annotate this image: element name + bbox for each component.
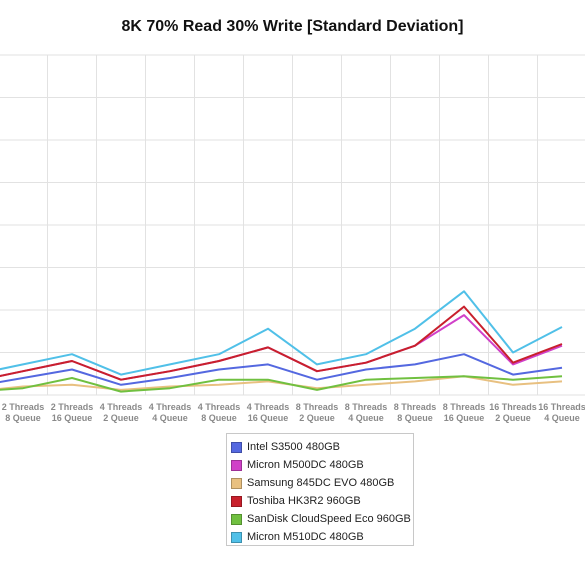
- legend-item: Micron M500DC 480GB: [231, 456, 413, 474]
- legend-item: SanDisk CloudSpeed Eco 960GB: [231, 510, 413, 528]
- legend-label: SanDisk CloudSpeed Eco 960GB: [247, 513, 411, 525]
- legend-swatch: [231, 441, 242, 453]
- series-line-0: [0, 353, 563, 386]
- legend-swatch: [231, 459, 242, 471]
- legend-item: Intel S3500 480GB: [231, 438, 413, 456]
- legend-item: Micron M510DC 480GB: [231, 528, 413, 546]
- x-tick-label: 2 Threads 8 Queue: [2, 402, 45, 423]
- legend-swatch: [231, 513, 242, 525]
- series-line-5: [0, 290, 563, 376]
- x-tick-label: 8 Threads 8 Queue: [394, 402, 437, 423]
- legend-label: Micron M510DC 480GB: [247, 531, 364, 543]
- x-tick-label: 2 Threads 16 Queue: [51, 402, 94, 423]
- legend-item: Toshiba HK3R2 960GB: [231, 492, 413, 510]
- legend-swatch: [231, 477, 242, 489]
- legend-label: Micron M500DC 480GB: [247, 459, 364, 471]
- legend-swatch: [231, 495, 242, 507]
- x-tick-label: 16 Threads 2 Queue: [489, 402, 537, 423]
- x-tick-label: 8 Threads 2 Queue: [296, 402, 339, 423]
- x-tick-label: 4 Threads 8 Queue: [198, 402, 241, 423]
- legend-label: Intel S3500 480GB: [247, 441, 340, 453]
- series-line-2: [0, 375, 563, 391]
- legend-label: Toshiba HK3R2 960GB: [247, 495, 361, 507]
- chart-title: 8K 70% Read 30% Write [Standard Deviatio…: [121, 18, 464, 35]
- series-line-4: [0, 375, 563, 393]
- series-lines: [0, 290, 563, 393]
- x-tick-label: 4 Threads 2 Queue: [100, 402, 143, 423]
- series-line-3: [0, 305, 563, 381]
- legend-item: Samsung 845DC EVO 480GB: [231, 474, 413, 492]
- series-line-1: [0, 314, 563, 381]
- legend-swatch: [231, 531, 242, 543]
- legend: Intel S3500 480GB Micron M500DC 480GB Sams…: [226, 433, 414, 546]
- grid-lines: [0, 54, 585, 396]
- legend-label: Samsung 845DC EVO 480GB: [247, 477, 395, 489]
- x-tick-label: 8 Threads 4 Queue: [345, 402, 388, 423]
- x-tick-label: 16 Threads 4 Queue: [538, 402, 585, 423]
- x-tick-label: 4 Threads 4 Queue: [149, 402, 192, 423]
- x-tick-label: 8 Threads 16 Queue: [443, 402, 486, 423]
- x-tick-label: 4 Threads 16 Queue: [247, 402, 290, 423]
